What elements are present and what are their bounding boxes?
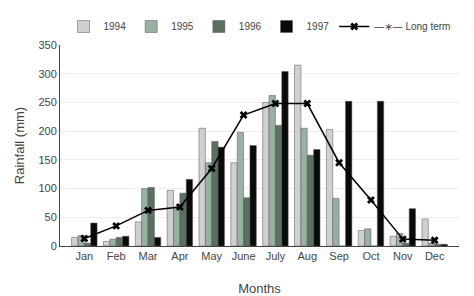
svg-text:Oct: Oct [362,250,379,262]
svg-text:250: 250 [38,96,56,108]
svg-text:200: 200 [38,125,56,137]
svg-text:Months: Months [238,281,281,296]
svg-text:—∗— Long term: —∗— Long term [374,21,450,32]
svg-text:Feb: Feb [107,250,126,262]
svg-text:50: 50 [45,211,57,223]
svg-text:150: 150 [38,154,56,166]
svg-text:Apr: Apr [171,250,188,262]
svg-text:May: May [201,250,222,262]
svg-text:July: July [266,250,286,262]
svg-text:Aug: Aug [297,250,317,262]
svg-text:350: 350 [38,39,56,51]
svg-text:Rainfall (mm): Rainfall (mm) [12,107,27,184]
svg-text:Sep: Sep [329,250,349,262]
svg-text:Mar: Mar [139,250,158,262]
svg-text:June: June [232,250,256,262]
svg-text:0: 0 [51,240,57,252]
svg-text:1997: 1997 [307,21,330,32]
svg-text:1995: 1995 [171,21,194,32]
svg-text:100: 100 [38,182,56,194]
svg-text:300: 300 [38,68,56,80]
svg-text:Jan: Jan [75,250,93,262]
svg-text:1996: 1996 [239,21,262,32]
svg-text:Dec: Dec [425,250,445,262]
svg-text:Nov: Nov [393,250,413,262]
svg-text:1994: 1994 [104,21,127,32]
